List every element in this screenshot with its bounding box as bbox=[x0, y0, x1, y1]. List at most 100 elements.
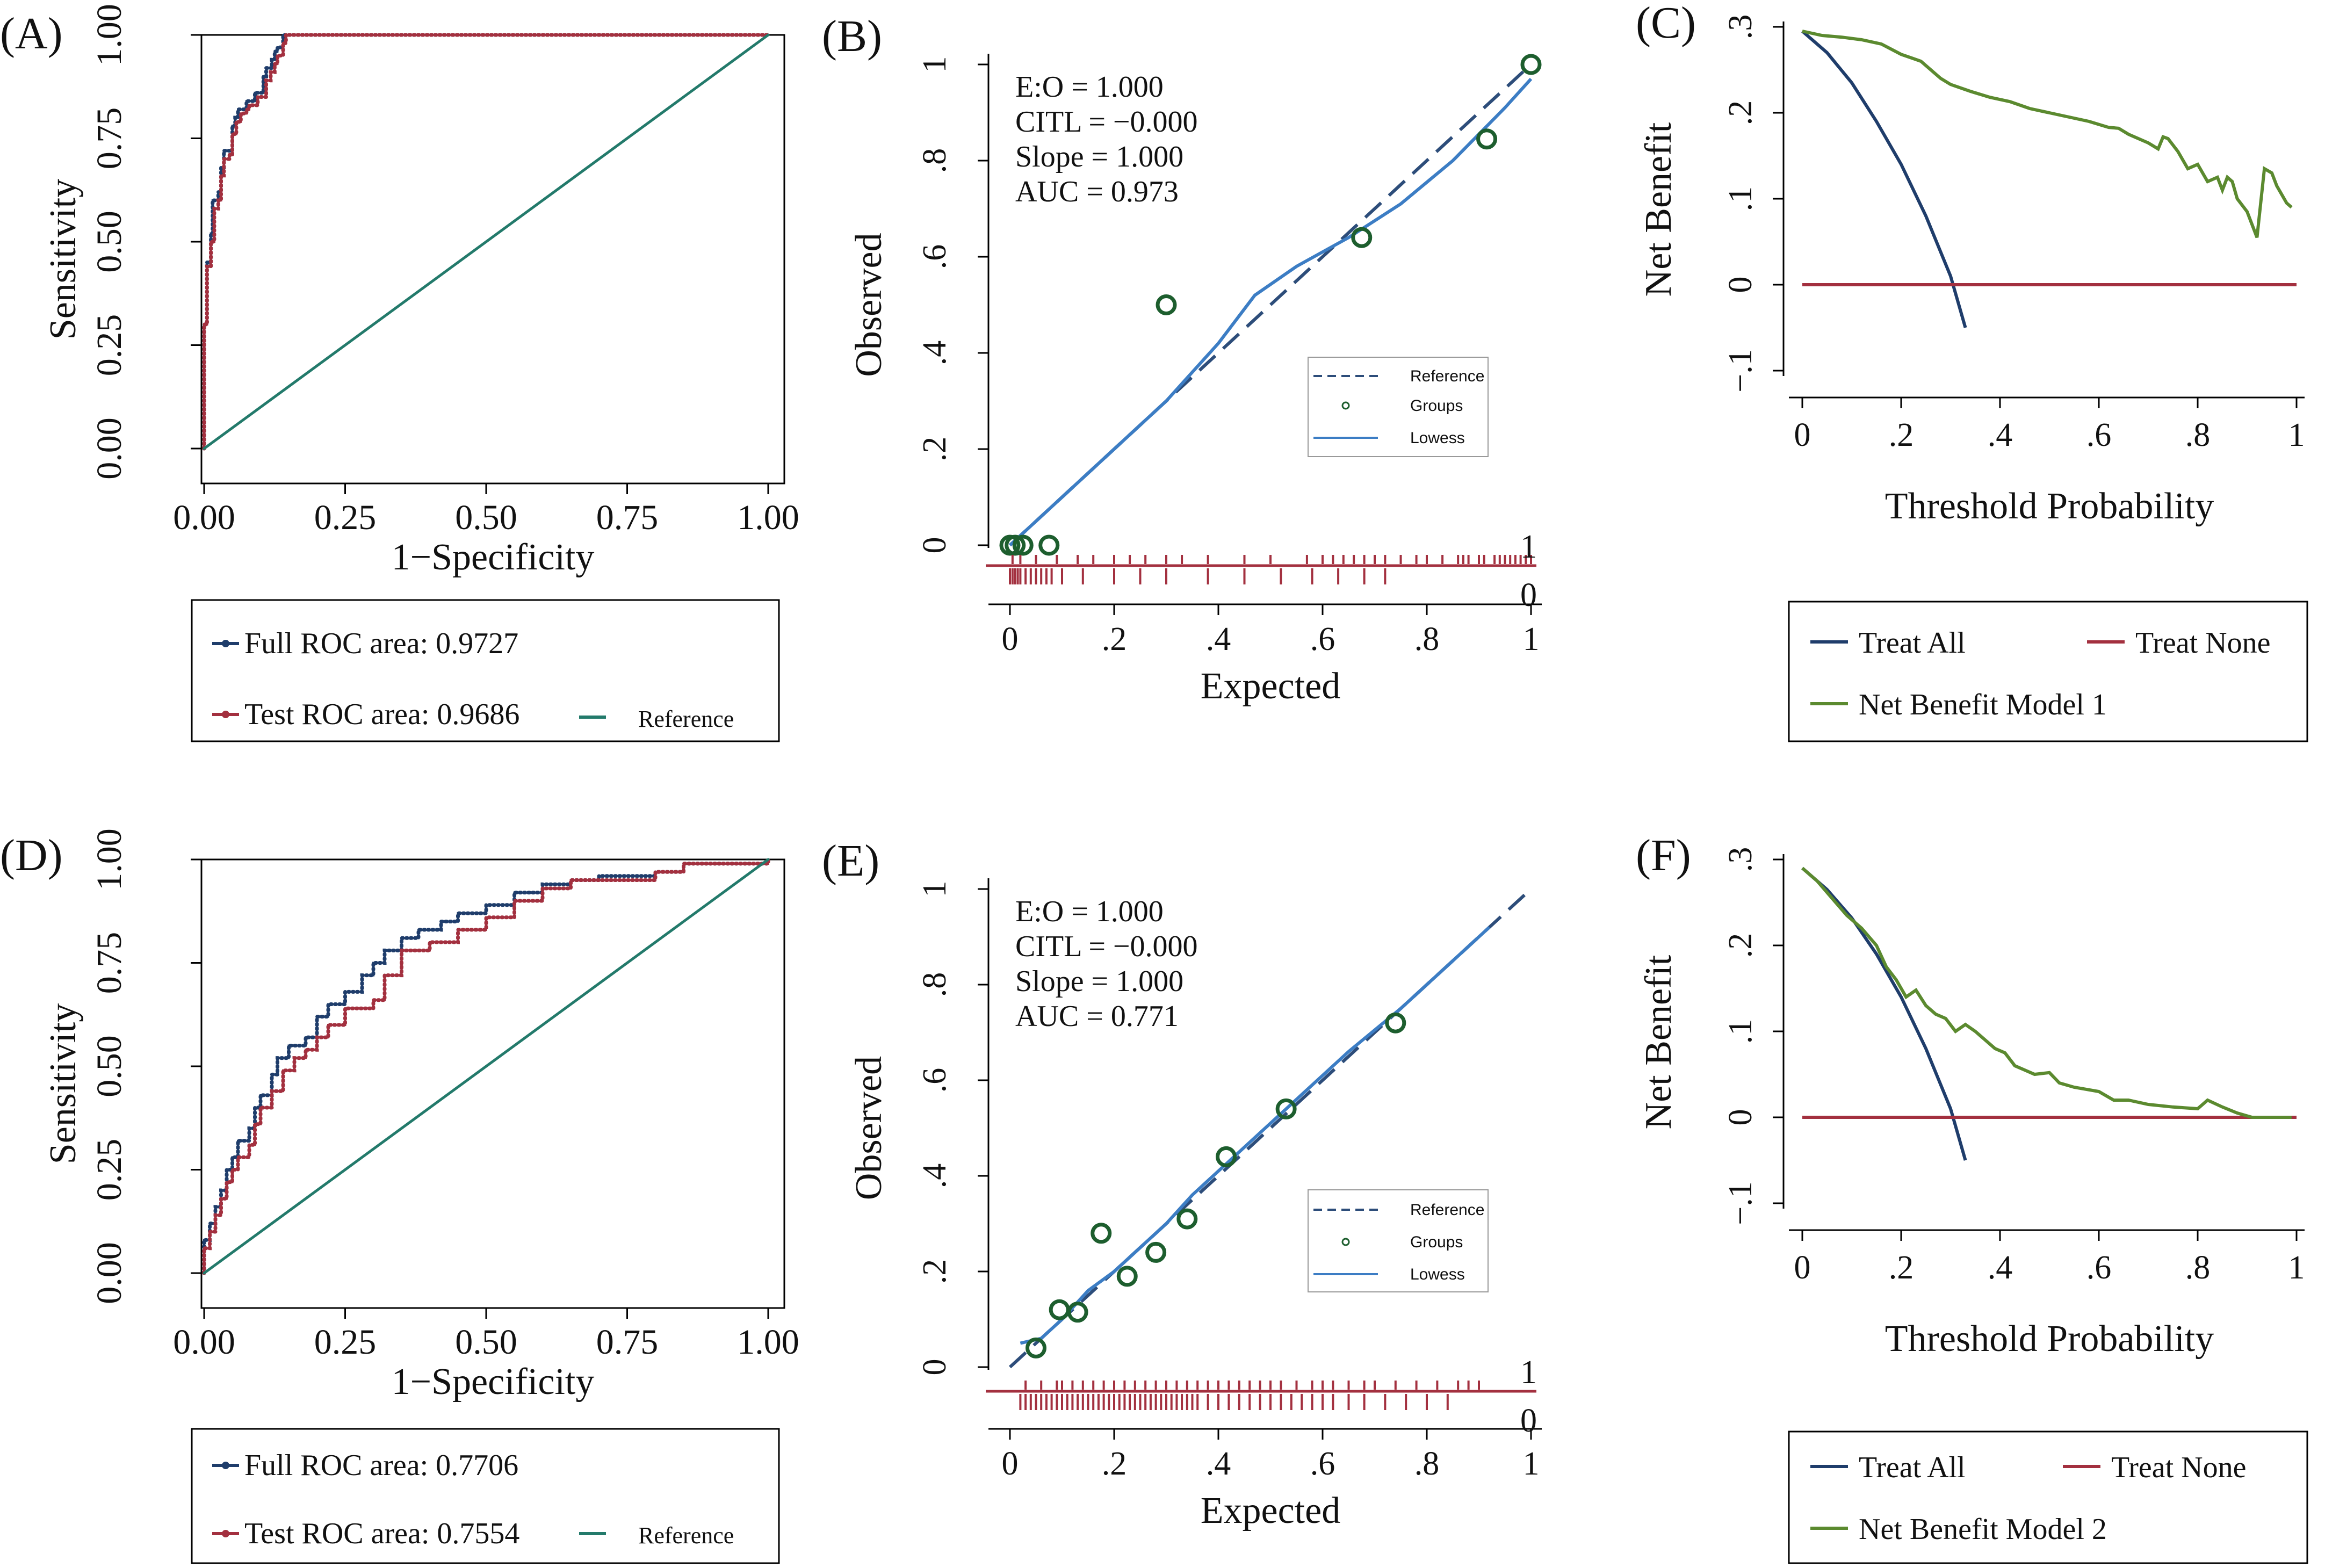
y-axis-title: Net Benefit bbox=[1638, 955, 1679, 1129]
x-tick-label: 0.75 bbox=[596, 498, 659, 537]
x-axis-title: Expected bbox=[1201, 1490, 1340, 1531]
x-tick-label: 0 bbox=[1002, 621, 1019, 657]
y-tick-label: .2 bbox=[1722, 933, 1759, 958]
y-tick-label: 0 bbox=[916, 1359, 953, 1376]
plot-frame bbox=[200, 858, 785, 1309]
legend-label: Lowess bbox=[1410, 429, 1465, 447]
y-tick-label: .4 bbox=[916, 1164, 953, 1189]
group-point bbox=[1012, 534, 1034, 556]
x-axis-title: Threshold Probability bbox=[1885, 1318, 2214, 1360]
y-tick-label: 1 bbox=[916, 56, 953, 73]
series-line bbox=[203, 34, 768, 449]
y-tick-label: .4 bbox=[916, 341, 953, 366]
panel-b: (B) 0 .2 .4 .6 .8 1 0 .2 .4 .6 .8 1 Expected Observed E… bbox=[822, 11, 1542, 707]
legend-label: Test ROC area: 0.7554 bbox=[244, 1517, 519, 1550]
y-tick-label: .2 bbox=[916, 437, 953, 462]
x-tick-label: .8 bbox=[2185, 417, 2211, 453]
legend-label: Treat All bbox=[1859, 1451, 1966, 1484]
legend-label: Full ROC area: 0.9727 bbox=[244, 627, 518, 660]
panel-c: (C) 0 .2 .4 .6 .8 1 −.1 0 .1 .2 .3 Threshold Probabi… bbox=[1636, 0, 2308, 742]
y-tick-label: .3 bbox=[1722, 15, 1759, 40]
legend-swatch-marker bbox=[222, 1530, 229, 1537]
y-axis-title: Observed bbox=[848, 1056, 890, 1200]
legend-label: Reference bbox=[1410, 367, 1484, 385]
legend-box bbox=[1308, 357, 1489, 457]
rug-label-0: 0 bbox=[1520, 1403, 1537, 1439]
group-point bbox=[1038, 534, 1060, 556]
legend-box bbox=[1788, 601, 2308, 742]
panel-label: (B) bbox=[822, 11, 882, 61]
group-point bbox=[1067, 1302, 1088, 1323]
series-line bbox=[203, 859, 769, 1273]
x-tick-label: 0 bbox=[1002, 1446, 1019, 1482]
legend-label: Test ROC area: 0.9686 bbox=[244, 698, 519, 731]
panel-a: (A)0.00 0.25 0.50 0.75 1.000.000.250.500.751… bbox=[0, 4, 799, 742]
y-axis-title: Sensitivity bbox=[42, 179, 84, 339]
y-tick-label: .2 bbox=[1722, 100, 1759, 126]
rug-label-0: 0 bbox=[1520, 577, 1537, 613]
x-tick-label: .2 bbox=[1102, 1446, 1127, 1482]
legend-label: Reference bbox=[1410, 1201, 1484, 1219]
legend-swatch-marker bbox=[222, 711, 229, 718]
y-tick-label: 0.50 bbox=[90, 1035, 129, 1097]
x-tick-label: .8 bbox=[2185, 1249, 2211, 1286]
legend-label: Net Benefit Model 1 bbox=[1859, 688, 2107, 721]
legend-label: Full ROC area: 0.7706 bbox=[244, 1449, 518, 1482]
legend-label: Reference bbox=[638, 706, 734, 732]
stats-line: CITL = −0.000 bbox=[1015, 105, 1198, 139]
stats-line: AUC = 0.771 bbox=[1015, 1000, 1179, 1033]
x-tick-label: 1.00 bbox=[737, 1323, 799, 1362]
x-tick-label: 0.75 bbox=[596, 1323, 659, 1362]
x-tick-label: 1 bbox=[1523, 1446, 1540, 1482]
y-tick-label: .8 bbox=[916, 148, 953, 174]
y-tick-label: .3 bbox=[1722, 847, 1759, 872]
x-tick-label: .4 bbox=[1206, 621, 1231, 657]
group-point bbox=[1520, 54, 1542, 75]
x-tick-label: 0.50 bbox=[455, 498, 517, 537]
y-tick-label: .1 bbox=[1722, 1019, 1759, 1044]
stats-line: E:O = 1.000 bbox=[1015, 70, 1164, 104]
x-axis-title: Expected bbox=[1201, 666, 1340, 707]
x-tick-label: 0.00 bbox=[173, 1323, 235, 1362]
panel-label: (A) bbox=[0, 9, 63, 59]
y-tick-label: .6 bbox=[916, 244, 953, 270]
stats-line: CITL = −0.000 bbox=[1015, 930, 1198, 963]
x-tick-label: .6 bbox=[1310, 1446, 1335, 1482]
y-tick-label: .2 bbox=[916, 1259, 953, 1284]
legend-label: Lowess bbox=[1410, 1266, 1465, 1283]
group-point bbox=[1216, 1146, 1237, 1167]
y-tick-label: .1 bbox=[1722, 186, 1759, 212]
group-point bbox=[1116, 1266, 1138, 1287]
x-tick-label: 0.25 bbox=[314, 498, 377, 537]
group-point bbox=[1026, 1337, 1046, 1359]
y-tick-label: 0 bbox=[1722, 277, 1759, 293]
x-tick-label: 1 bbox=[2288, 417, 2305, 453]
y-tick-label: 0.00 bbox=[90, 1242, 129, 1304]
panel-label: (F) bbox=[1636, 830, 1691, 880]
x-tick-label: 1.00 bbox=[737, 498, 799, 537]
group-point bbox=[1275, 1098, 1297, 1119]
legend-label: Reference bbox=[638, 1522, 734, 1549]
series-net-benefit-model-2 bbox=[1801, 866, 2292, 1119]
stats-line: Slope = 1.000 bbox=[1015, 140, 1183, 174]
legend-swatch-groups bbox=[1341, 401, 1350, 410]
y-tick-label: 0.25 bbox=[90, 314, 129, 377]
x-tick-label: 0 bbox=[1794, 417, 1811, 453]
y-tick-label: .6 bbox=[916, 1068, 953, 1093]
series-treat-all bbox=[1801, 30, 1967, 328]
panel-label: (D) bbox=[0, 830, 63, 880]
x-tick-label: .4 bbox=[1988, 417, 2013, 453]
y-tick-label: 0.50 bbox=[90, 211, 129, 273]
x-tick-label: 1 bbox=[2288, 1249, 2305, 1286]
x-tick-label: .6 bbox=[1310, 621, 1335, 657]
y-tick-label: 0 bbox=[1722, 1109, 1759, 1126]
y-tick-label: 1 bbox=[916, 881, 953, 898]
x-tick-label: 0 bbox=[1794, 1249, 1811, 1286]
legend-label: Net Benefit Model 2 bbox=[1859, 1513, 2107, 1546]
rug-label-1: 1 bbox=[1520, 1354, 1537, 1391]
y-tick-label: −.1 bbox=[1722, 349, 1759, 392]
legend-label: Treat All bbox=[1859, 626, 1966, 660]
group-point bbox=[1176, 1208, 1198, 1230]
y-tick-label: 0.75 bbox=[90, 932, 129, 994]
